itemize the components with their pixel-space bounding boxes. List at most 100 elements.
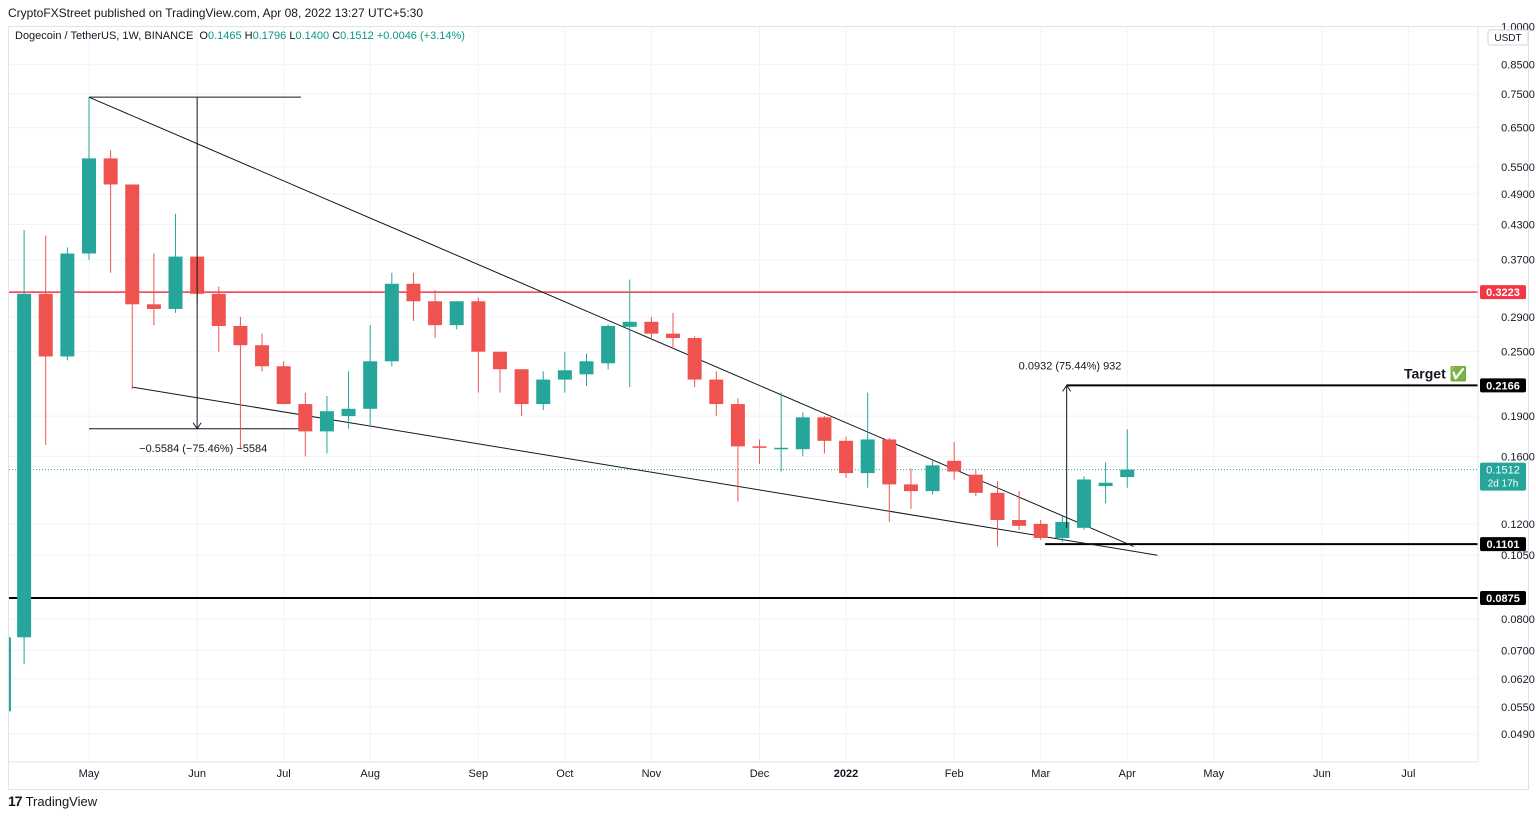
trendline bbox=[88, 96, 1134, 547]
price-axis-tick: 0.3700 bbox=[1501, 255, 1535, 267]
tradingview-logo-icon[interactable]: 17 bbox=[8, 793, 23, 809]
price-axis-tick: 0.4300 bbox=[1501, 219, 1535, 231]
price-axis-tick: 0.1200 bbox=[1501, 519, 1535, 531]
price-axis-tick: 0.0490 bbox=[1501, 729, 1535, 741]
candle-down bbox=[666, 333, 681, 339]
price-axis-tick: 0.1900 bbox=[1501, 411, 1535, 423]
time-axis-tick: Sep bbox=[469, 768, 489, 780]
price-axis-unit: USDT bbox=[1494, 33, 1521, 44]
time-axis-tick: Feb bbox=[945, 768, 964, 780]
candle-up bbox=[1055, 521, 1070, 538]
candle-down bbox=[968, 474, 983, 493]
candle-down bbox=[752, 446, 767, 448]
candle-up bbox=[60, 253, 75, 357]
level-badge bbox=[1480, 378, 1526, 393]
legend-change: +0.0046 (+3.14%) bbox=[376, 30, 465, 42]
candle-up bbox=[1076, 479, 1091, 528]
time-axis-tick: Jun bbox=[1313, 768, 1331, 780]
legend-symbol: Dogecoin / TetherUS, 1W, BINANCE bbox=[15, 30, 194, 42]
candle-down bbox=[817, 417, 832, 441]
time-axis-tick: Jul bbox=[277, 768, 291, 780]
last-price-badge-label: 0.1512 bbox=[1486, 465, 1520, 477]
time-axis-tick: Jun bbox=[188, 768, 206, 780]
candle-up bbox=[925, 465, 940, 492]
price-axis-tick: 0.0550 bbox=[1501, 702, 1535, 714]
legend-open: 0.1465 bbox=[207, 30, 242, 42]
candle-up bbox=[168, 256, 183, 309]
candle-up bbox=[319, 411, 334, 432]
candle-down bbox=[903, 484, 918, 492]
candle-down bbox=[255, 345, 270, 367]
legend-close-label: C bbox=[332, 30, 341, 42]
level-badge-label: 0.0875 bbox=[1486, 593, 1520, 605]
time-axis-tick: Aug bbox=[360, 768, 380, 780]
drop-measure-label: −0.5584 (−75.46%) −5584 bbox=[139, 443, 267, 455]
candle-down bbox=[233, 325, 248, 346]
candle-down bbox=[146, 304, 161, 309]
candle-down bbox=[990, 492, 1005, 521]
rise-measure-label: 0.0932 (75.44%) 932 bbox=[1019, 360, 1122, 372]
level-badge-label: 0.2166 bbox=[1486, 380, 1520, 392]
candle-down bbox=[125, 184, 140, 305]
price-axis-tick: 0.2500 bbox=[1501, 347, 1535, 359]
candle-up bbox=[17, 293, 32, 638]
price-axis-tick: 0.0700 bbox=[1501, 645, 1535, 657]
candle-up bbox=[82, 158, 96, 254]
price-axis-tick: 0.6500 bbox=[1501, 123, 1535, 135]
candle-down bbox=[1033, 523, 1048, 538]
time-axis-tick: 2022 bbox=[834, 768, 858, 780]
candle-down bbox=[406, 283, 421, 302]
level-badge bbox=[1480, 537, 1526, 552]
candle-up bbox=[1120, 469, 1135, 478]
time-axis-tick: Nov bbox=[642, 768, 662, 780]
time-axis-tick: Dec bbox=[750, 768, 770, 780]
candle-up bbox=[601, 325, 616, 364]
candle-down bbox=[882, 439, 897, 485]
candle-down bbox=[428, 301, 443, 326]
last-price-badge bbox=[1480, 462, 1526, 491]
time-axis-tick: Jul bbox=[1401, 768, 1415, 780]
legend-high: 0.1796 bbox=[252, 30, 287, 42]
footer-logo-text[interactable]: TradingView bbox=[25, 793, 98, 809]
candle-down bbox=[730, 404, 745, 447]
candle-down bbox=[276, 366, 291, 405]
candle-down bbox=[514, 369, 529, 405]
candle-down bbox=[103, 158, 118, 185]
price-axis-tick: 0.4900 bbox=[1501, 189, 1535, 201]
legend-high-label: H bbox=[244, 30, 253, 42]
level-badge bbox=[1480, 590, 1526, 605]
candle-up bbox=[363, 361, 378, 409]
candle-up bbox=[384, 283, 399, 362]
time-axis-tick: May bbox=[1203, 768, 1224, 780]
candle-up bbox=[449, 301, 464, 326]
legend-close: 0.1512 bbox=[340, 30, 374, 42]
price-axis-tick: 0.0800 bbox=[1501, 614, 1535, 626]
symbol-legend: Dogecoin / TetherUS, 1W, BINANCE O0.1465… bbox=[15, 30, 465, 42]
last-price-countdown: 2d 17h bbox=[1488, 479, 1519, 490]
candle-down bbox=[471, 301, 486, 352]
price-axis-tick: 0.5500 bbox=[1501, 162, 1535, 174]
candle-up bbox=[579, 361, 594, 375]
footer: 17 TradingView bbox=[8, 793, 97, 809]
candle-down bbox=[644, 321, 659, 334]
candle-up bbox=[557, 370, 572, 380]
time-axis-tick: Oct bbox=[556, 768, 573, 780]
target-label: Target ✅ bbox=[1404, 365, 1467, 382]
candle-down bbox=[709, 379, 724, 405]
candle-down bbox=[1012, 520, 1027, 526]
price-axis-tick: 0.0620 bbox=[1501, 674, 1535, 686]
level-badge bbox=[1480, 285, 1526, 300]
time-axis-tick: May bbox=[79, 768, 100, 780]
legend-open-label: O bbox=[199, 30, 208, 42]
candle-down bbox=[947, 460, 962, 472]
price-axis-tick: 0.1600 bbox=[1501, 451, 1535, 463]
candle-up bbox=[774, 447, 789, 450]
candle-down bbox=[492, 351, 507, 370]
plot-area bbox=[9, 96, 1478, 712]
level-badge-label: 0.3223 bbox=[1486, 287, 1520, 299]
unit-box bbox=[1487, 29, 1529, 46]
time-axis-tick: Mar bbox=[1031, 768, 1050, 780]
candle-up bbox=[536, 379, 551, 405]
candle-up bbox=[9, 637, 11, 712]
